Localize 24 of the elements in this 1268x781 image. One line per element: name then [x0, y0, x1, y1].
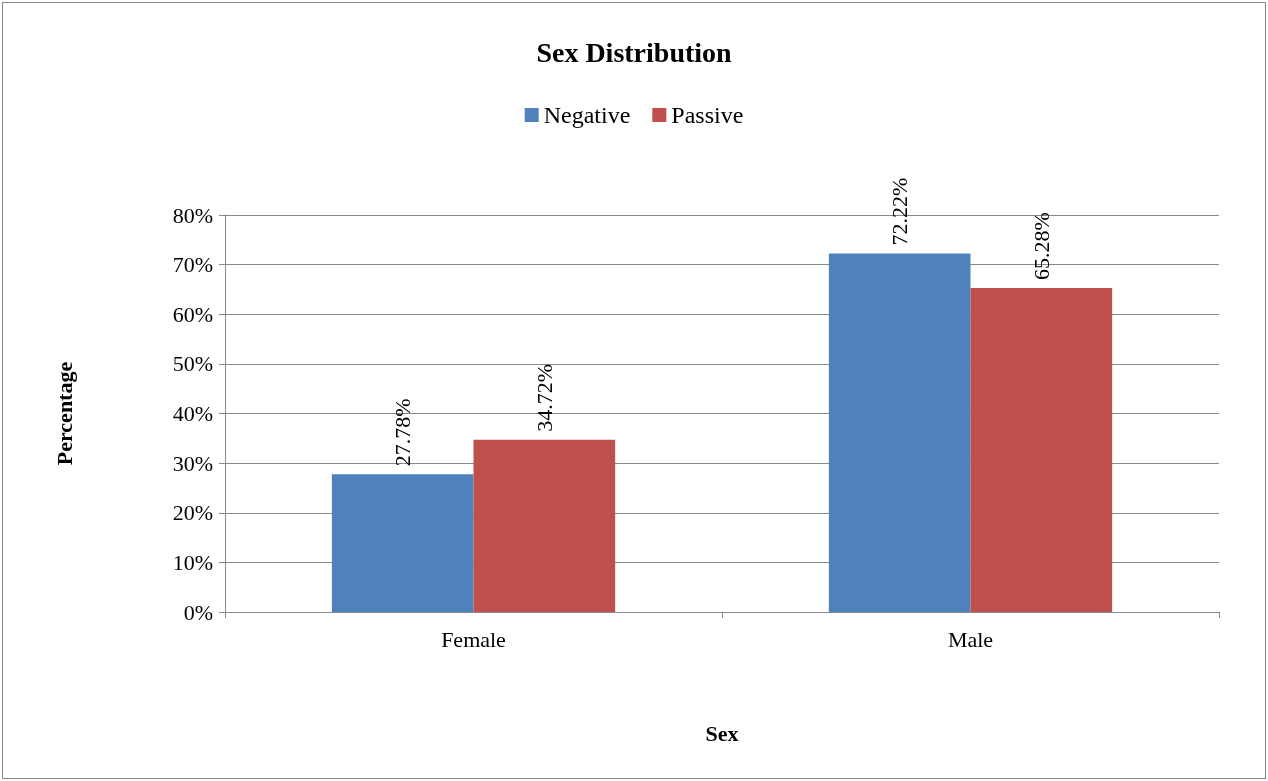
x-tick-label: Male	[947, 626, 994, 652]
y-tick-label: 20%	[172, 500, 213, 526]
y-tick-label: 70%	[172, 252, 213, 278]
y-axis-title: Percentage	[51, 361, 77, 466]
y-tick-label: 0%	[183, 599, 213, 625]
y-tick-label: 40%	[172, 401, 213, 426]
x-axis-title: Sex	[705, 720, 739, 746]
bar	[828, 253, 971, 612]
data-label: 72.22%	[887, 177, 913, 246]
bar	[331, 474, 474, 612]
y-tick-label: 30%	[172, 450, 213, 476]
data-label: 27.78%	[390, 398, 416, 467]
data-label: 65.28%	[1028, 212, 1054, 281]
data-label: 34.72%	[531, 363, 557, 432]
chart-title: Sex Distribution	[536, 36, 733, 68]
y-tick-label: 60%	[172, 301, 213, 327]
bar	[473, 439, 616, 612]
y-tick-label: 10%	[172, 549, 213, 575]
y-tick-label: 50%	[172, 351, 213, 377]
bar	[970, 288, 1113, 612]
legend-label: Negative	[543, 102, 631, 128]
y-tick-label: 80%	[172, 202, 213, 228]
legend-label: Passive	[671, 102, 744, 128]
x-tick-label: Female	[441, 626, 506, 652]
